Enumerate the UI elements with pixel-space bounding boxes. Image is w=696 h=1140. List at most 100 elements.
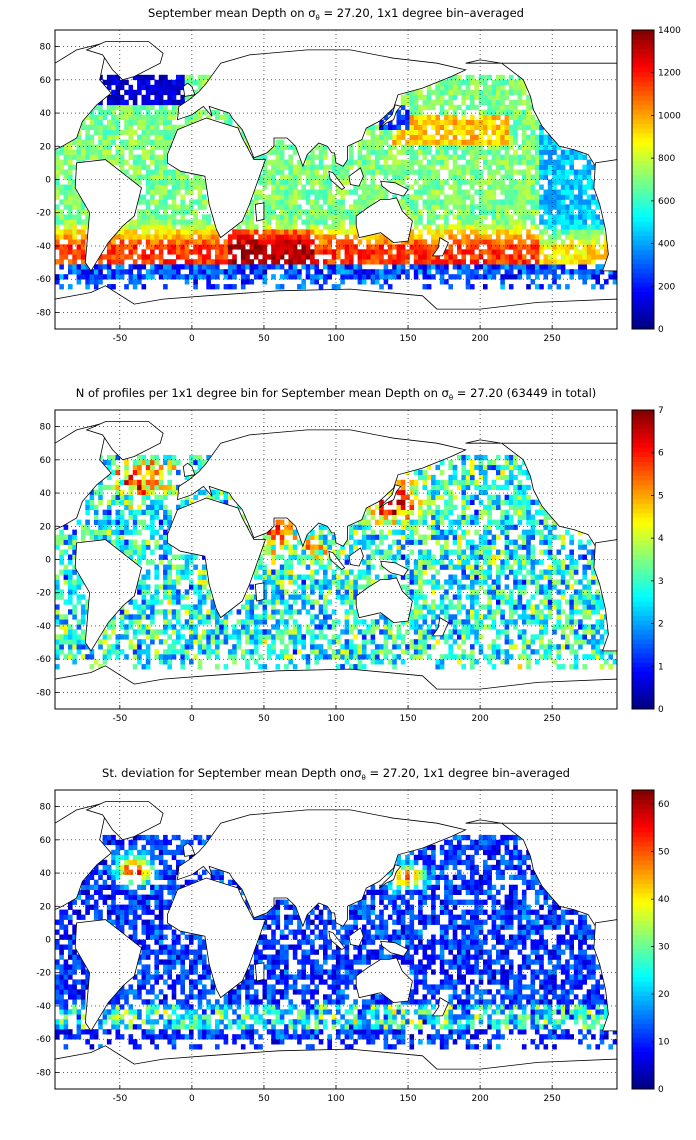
data-cell [167, 129, 172, 135]
data-cell [483, 114, 488, 120]
data-cell [582, 254, 587, 260]
data-cell [292, 229, 298, 235]
data-cell [189, 179, 194, 185]
data-cell [59, 144, 64, 150]
data-cell [89, 154, 95, 160]
data-cell [271, 209, 276, 215]
data-cell [176, 569, 181, 575]
data-cell [215, 249, 220, 255]
data-cell [400, 99, 406, 106]
data-cell [418, 194, 423, 200]
data-cell [478, 649, 484, 655]
data-cell [63, 184, 69, 190]
data-cell [55, 184, 60, 190]
data-cell [426, 144, 432, 150]
data-cell [413, 134, 419, 140]
data-cell [496, 144, 501, 150]
data-cell [180, 594, 185, 600]
data-cell [176, 229, 181, 235]
data-cell [176, 269, 181, 275]
data-cell [215, 234, 220, 240]
data-cell [508, 549, 514, 555]
data-cell [292, 589, 298, 595]
data-cell [301, 239, 306, 245]
data-cell [292, 254, 298, 260]
data-cell [439, 124, 445, 130]
data-cell [448, 274, 453, 280]
data-cell [578, 204, 583, 210]
data-cell [349, 654, 354, 660]
data-cell [465, 269, 471, 275]
data-cell [262, 224, 268, 230]
data-cell [119, 229, 125, 235]
data-cell [591, 164, 596, 170]
data-cell [55, 204, 60, 210]
data-cell [547, 614, 553, 620]
data-cell [413, 194, 419, 200]
data-cell [521, 264, 527, 270]
data-cell [474, 154, 479, 160]
data-cell [314, 279, 319, 285]
data-cell [189, 264, 194, 270]
data-cell [457, 544, 462, 550]
data-cell [500, 279, 505, 285]
data-cell [413, 604, 419, 610]
data-cell [167, 569, 172, 575]
data-cell [72, 534, 77, 540]
data-cell [504, 129, 510, 135]
data-cell [370, 269, 376, 275]
data-cell [292, 264, 298, 270]
data-cell [431, 219, 436, 225]
data-cell [288, 659, 293, 665]
data-cell [439, 634, 445, 640]
data-cell [474, 214, 479, 220]
data-cell [496, 99, 501, 106]
data-cell [474, 659, 479, 665]
data-cell [405, 109, 410, 115]
colorbar-segment [632, 174, 654, 180]
data-cell [591, 274, 596, 280]
data-cell [517, 124, 523, 130]
data-cell [76, 264, 82, 270]
colorbar-segment [632, 244, 654, 250]
data-cell [465, 224, 471, 230]
data-cell [266, 549, 272, 555]
data-cell [297, 634, 302, 640]
data-cell [305, 664, 311, 670]
data-cell [132, 284, 138, 290]
colorbar-segment [632, 146, 654, 152]
data-cell [102, 124, 108, 130]
data-cell [361, 189, 367, 195]
data-cell [245, 249, 250, 255]
data-cell [491, 224, 497, 230]
data-cell [284, 259, 289, 265]
data-cell [508, 194, 514, 200]
data-cell [189, 184, 194, 190]
data-cell [470, 589, 475, 595]
data-cell [474, 189, 479, 195]
data-cell [452, 149, 458, 155]
data-cell [582, 574, 587, 580]
data-cell [331, 209, 337, 215]
data-cell [560, 199, 566, 205]
colorbar-segment [632, 263, 654, 269]
data-cell [288, 164, 293, 170]
data-cell [288, 199, 293, 205]
data-cell [569, 239, 574, 245]
data-cell [413, 649, 419, 655]
data-cell [374, 159, 380, 165]
data-cell [418, 269, 423, 275]
data-cell [279, 194, 285, 200]
data-cell [405, 194, 410, 200]
data-cell [227, 249, 233, 255]
data-cell [457, 179, 462, 185]
data-cell [444, 609, 449, 615]
data-cell [210, 649, 216, 655]
data-cell [240, 269, 246, 275]
data-cell [444, 654, 449, 660]
data-cell [171, 234, 177, 240]
data-cell [236, 244, 242, 250]
data-cell [206, 614, 211, 620]
data-cell [275, 169, 281, 175]
data-cell [266, 574, 272, 580]
